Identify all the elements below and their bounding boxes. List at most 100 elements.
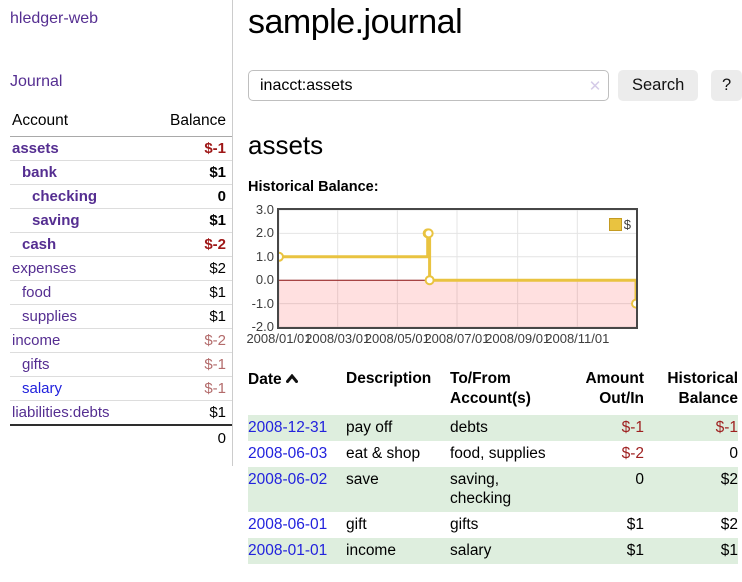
transaction-date-link[interactable]: 2008-06-03 (248, 445, 328, 462)
transaction-accounts: gifts (450, 516, 479, 533)
account-balance: $1 (146, 280, 232, 305)
account-link[interactable]: bank (22, 164, 58, 181)
transaction-date-cell: 2008-06-02 (248, 467, 346, 512)
y-axis-tick-label: -2.0 (251, 319, 274, 334)
account-link[interactable]: saving (32, 212, 80, 229)
account-link[interactable]: income (12, 332, 61, 349)
y-axis-tick-label: 3.0 (255, 202, 274, 217)
chart-plot-area: $ (277, 208, 638, 329)
account-name-cell: expenses (10, 256, 147, 281)
series-color-swatch (608, 218, 622, 231)
transaction-accounts: salary (450, 542, 492, 559)
account-row: assets $-1 (10, 136, 232, 161)
sidebar-nav: Journal (10, 73, 232, 91)
account-row: cash $-2 (10, 232, 232, 257)
transaction-accounts: debts (450, 419, 488, 436)
account-link[interactable]: checking (32, 188, 98, 205)
account-balance: $-1 (146, 136, 232, 161)
page-title: sample.journal (248, 3, 463, 41)
transaction-date-link[interactable]: 2008-06-01 (248, 516, 328, 533)
transaction-balance: 0 (729, 445, 738, 462)
account-link[interactable]: food (22, 284, 52, 301)
y-axis-tick-label: -1.0 (251, 295, 274, 311)
balance-column-header-register: Historical Balance (667, 370, 738, 407)
series-label: $ (623, 217, 631, 232)
transaction-amount: 0 (635, 471, 644, 488)
sidebar: hledger-web Journal Account Balance asse… (0, 0, 233, 466)
register-header-row: Date Description To/From Account(s) Amou… (248, 368, 738, 415)
transaction-amount: $-1 (621, 419, 644, 436)
transaction-date-cell: 2008-06-01 (248, 512, 346, 538)
x-axis-tick-label: 2008/11/01 (545, 331, 610, 346)
help-button[interactable]: ? (711, 70, 742, 101)
transaction-description: gift (346, 516, 367, 533)
account-balance: $1 (146, 160, 232, 185)
main-content: sample.journal ✕ Search ? assets Histori… (233, 0, 742, 564)
account-name-cell: liabilities:debts (10, 400, 147, 426)
account-link[interactable]: supplies (22, 308, 78, 325)
account-balance: $1 (146, 208, 232, 233)
account-name-cell: saving (10, 208, 147, 233)
account-name-cell: salary (10, 376, 147, 401)
transaction-description: save (346, 471, 379, 488)
account-row: income $-2 (10, 328, 232, 353)
account-name-cell: assets (10, 136, 147, 161)
transaction-accounts: saving, checking (450, 471, 512, 507)
account-balance: 0 (146, 184, 232, 209)
transaction-balance: $1 (720, 542, 738, 559)
account-link[interactable]: salary (22, 380, 63, 397)
register-table-body: 2008-12-31 pay off debts $-1 $-1 2008-06… (248, 415, 738, 564)
chart-legend: $ (607, 217, 632, 232)
x-axis-tick-label: 2008/01/01 (246, 331, 312, 346)
account-column-header: Account (10, 110, 147, 137)
transaction-row: 2008-06-01 gift gifts $1 $2 (248, 512, 738, 538)
account-balance: $2 (146, 256, 232, 281)
transaction-description: pay off (346, 419, 393, 436)
total-spacer (10, 424, 147, 450)
clear-search-icon[interactable]: ✕ (588, 78, 602, 95)
account-name-cell: food (10, 280, 147, 305)
account-link[interactable]: expenses (12, 260, 77, 277)
account-link[interactable]: cash (22, 236, 57, 253)
account-link[interactable]: gifts (22, 356, 50, 373)
sidebar-item-journal[interactable]: Journal (10, 73, 63, 90)
account-balance: $1 (146, 304, 232, 329)
search-button[interactable]: Search (618, 70, 699, 101)
transaction-amount: $1 (626, 516, 644, 533)
date-column-header[interactable]: Date (248, 368, 346, 415)
transaction-date-cell: 2008-01-01 (248, 538, 346, 564)
account-name-cell: bank (10, 160, 147, 185)
x-axis-tick-label: 2008/05/01 (364, 331, 430, 346)
account-row: bank $1 (10, 160, 232, 185)
account-balance: $-2 (146, 328, 232, 353)
account-name-cell: cash (10, 232, 147, 257)
account-row: checking 0 (10, 184, 232, 209)
x-axis-tick-label: 2008/09/01 (485, 331, 551, 346)
sort-ascending-icon (285, 369, 298, 389)
transaction-accounts: food, supplies (450, 445, 546, 462)
transaction-row: 2008-06-02 save saving, checking 0 $2 (248, 467, 738, 512)
account-balance: $-2 (146, 232, 232, 257)
account-row: gifts $-1 (10, 352, 232, 377)
transaction-date-link[interactable]: 2008-12-31 (248, 419, 328, 436)
transaction-date-cell: 2008-06-03 (248, 441, 346, 467)
amount-column-header: Amount Out/In (585, 370, 644, 407)
account-row: supplies $1 (10, 304, 232, 329)
accounts-table: Account Balance assets $-1 bank $1 check… (10, 110, 232, 450)
app-title-link[interactable]: hledger-web (10, 10, 99, 27)
account-name-cell: income (10, 328, 147, 353)
transaction-balance: $-1 (715, 419, 738, 436)
account-balance: $1 (146, 400, 232, 426)
account-row: liabilities:debts $1 (10, 400, 232, 426)
transaction-row: 2008-06-03 eat & shop food, supplies $-2… (248, 441, 738, 467)
search-input[interactable] (248, 70, 609, 101)
transaction-amount: $1 (626, 542, 644, 559)
account-link[interactable]: assets (12, 140, 59, 157)
transaction-date-link[interactable]: 2008-06-02 (248, 471, 328, 488)
account-name-cell: checking (10, 184, 147, 209)
x-axis-tick-label: 2008/07/01 (424, 331, 490, 346)
search-form: ✕ Search ? (248, 70, 742, 101)
transaction-date-link[interactable]: 2008-01-01 (248, 542, 328, 559)
account-row: saving $1 (10, 208, 232, 233)
account-link[interactable]: liabilities:debts (12, 404, 110, 421)
